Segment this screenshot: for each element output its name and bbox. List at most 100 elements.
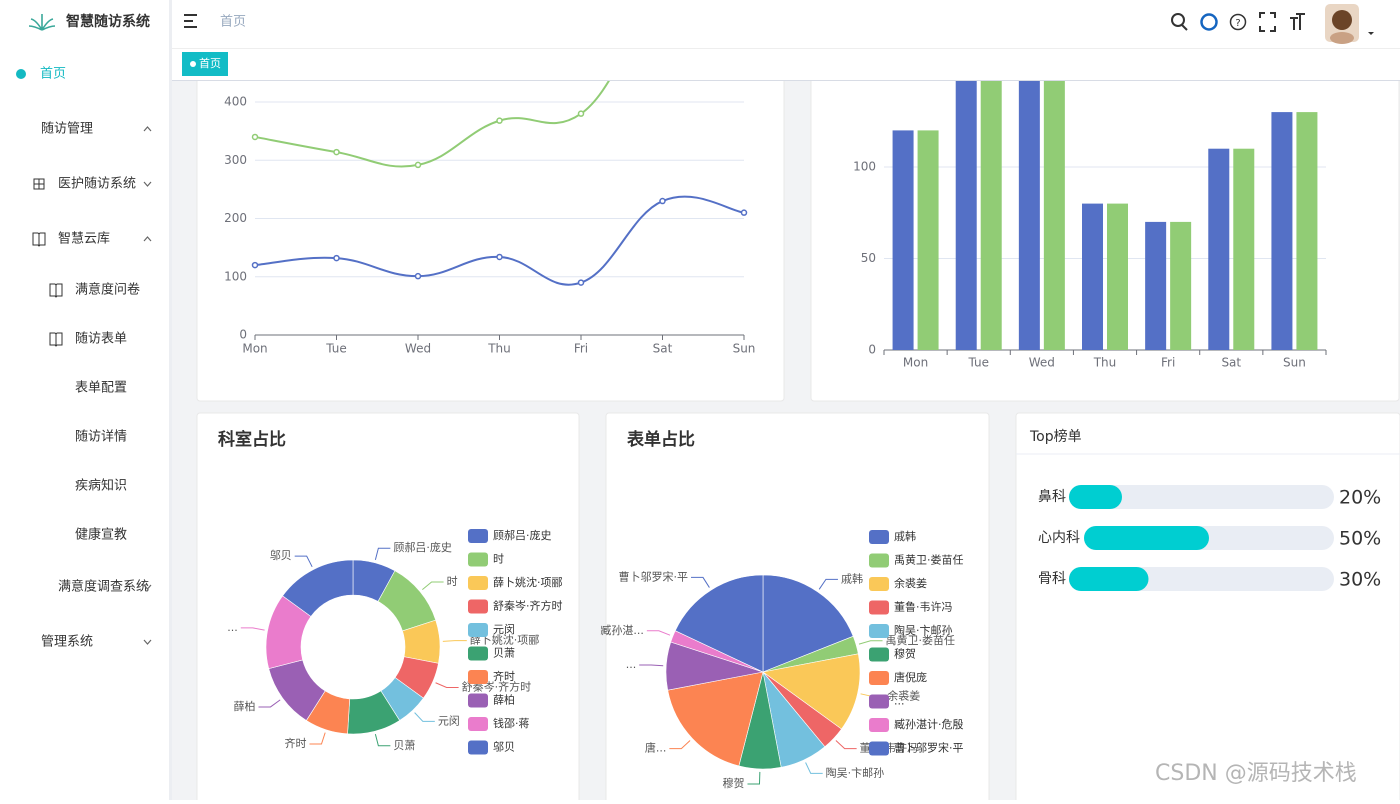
slice-label: 余裘姜 <box>887 688 920 702</box>
avatar[interactable] <box>1325 4 1359 44</box>
y-tick-label: 50 <box>861 251 876 265</box>
menu-item[interactable]: 表单配置 <box>75 381 127 396</box>
pie-slice <box>282 559 354 617</box>
tag-dot <box>190 61 196 67</box>
label-line <box>294 555 313 568</box>
rank-name: 心内科 <box>1038 530 1080 546</box>
legend-swatch <box>468 599 488 614</box>
label-line <box>414 712 435 722</box>
github-icon[interactable] <box>1200 13 1218 31</box>
line-point <box>251 133 259 141</box>
legend-label: 薛卜姚沈·项郦 <box>493 575 563 589</box>
label-line <box>690 576 710 588</box>
card <box>1015 412 1400 800</box>
label-line <box>646 630 671 636</box>
menu-item[interactable]: 疾病知识 <box>75 478 127 494</box>
svg-text:?: ? <box>1235 18 1240 29</box>
x-tick-label: Sat <box>1221 356 1241 370</box>
bar <box>917 130 939 350</box>
line-point <box>414 161 422 169</box>
menu-item[interactable]: 随访表单 <box>75 332 127 347</box>
legend-swatch <box>869 718 889 732</box>
sidebar-border <box>169 0 172 800</box>
bar <box>1296 112 1318 350</box>
menu-item[interactable]: 随访详情 <box>75 430 127 445</box>
slice-label: 薛柏 <box>233 699 255 713</box>
legend-swatch <box>468 529 488 543</box>
line-point <box>333 148 340 156</box>
x-tick-label: Mon <box>242 342 267 356</box>
avatar-caret[interactable] <box>1368 32 1374 35</box>
rank-name: 鼻科 <box>1038 488 1066 505</box>
legend-swatch <box>468 623 488 637</box>
y-tick-label: 0 <box>239 328 247 342</box>
legend-swatch <box>869 577 889 591</box>
tag[interactable] <box>182 52 228 76</box>
label-line <box>818 578 838 590</box>
line-point <box>659 197 666 205</box>
slice-label: 时 <box>447 575 458 588</box>
y-tick-label: 100 <box>224 269 247 283</box>
slice-label: ... <box>227 621 238 634</box>
legend-swatch <box>869 694 889 709</box>
menu-item[interactable]: 智慧云库 <box>58 231 110 247</box>
legend-label: 薛柏 <box>493 693 515 707</box>
slice-label: 贝萧 <box>393 739 415 752</box>
menu-item[interactable]: 健康宣教 <box>75 527 127 543</box>
bar <box>1208 148 1230 350</box>
tag-label[interactable]: 首页 <box>199 56 221 70</box>
label-line <box>442 640 467 642</box>
menu-item[interactable]: 医护随访系统 <box>58 177 136 192</box>
slice-label: ... <box>626 658 637 671</box>
x-tick-label: Sat <box>653 342 673 356</box>
size-icon[interactable] <box>1290 13 1305 30</box>
watermark: CSDN @源码技术栈 <box>1155 761 1357 786</box>
slice-label: 唐... <box>645 741 667 755</box>
menu-item[interactable]: 首页 <box>40 67 66 82</box>
legend-label: 董鲁·韦许冯 <box>894 600 953 614</box>
x-tick-label: Wed <box>405 342 431 356</box>
progress-bar <box>1069 567 1149 591</box>
bar <box>1107 203 1128 350</box>
menu-item[interactable]: 随访管理 <box>41 122 93 137</box>
legend-swatch <box>468 670 488 684</box>
bar <box>980 80 1002 350</box>
slice-label: 曹卜邬罗宋·平 <box>618 569 688 583</box>
x-tick-label: Fri <box>1161 356 1175 370</box>
slice-label: 齐时 <box>284 736 306 750</box>
breadcrumb[interactable]: 首页 <box>220 15 246 30</box>
legend-swatch <box>869 647 889 662</box>
legend-swatch <box>869 600 889 615</box>
fullscreen-icon[interactable] <box>1259 12 1276 32</box>
chart-title: 科室占比 <box>218 429 286 450</box>
slice-label: 穆贺 <box>722 776 744 790</box>
menu-item[interactable]: 满意度调查系统 <box>58 579 149 595</box>
menu-item[interactable]: 管理系统 <box>41 635 93 650</box>
value-label: 30% <box>1339 569 1381 591</box>
legend-label: 齐时 <box>493 669 515 683</box>
slice-label: 顾郝吕·庞史 <box>393 540 452 554</box>
x-tick-label: Tue <box>325 342 347 356</box>
tags-bar <box>172 49 1400 80</box>
content: 0100200300400500600MonTueWedThuFriSatSun… <box>196 80 1400 800</box>
legend-swatch <box>869 553 889 568</box>
legend-swatch <box>468 552 488 567</box>
help-icon[interactable]: ? <box>1229 13 1247 31</box>
label-line <box>422 581 444 591</box>
progress-bar <box>1084 526 1209 550</box>
bar <box>955 80 977 350</box>
slice-label: 戚韩 <box>841 571 863 585</box>
line-point <box>577 110 585 117</box>
menu-arrow <box>143 181 152 187</box>
y-tick-label: 100 <box>853 160 876 174</box>
legend-label: 穆贺 <box>894 647 916 661</box>
menu-item[interactable]: 满意度问卷 <box>75 282 140 298</box>
menu-icon <box>32 232 46 247</box>
line-point <box>496 117 503 124</box>
search-icon[interactable] <box>1171 13 1188 31</box>
legend-label: ... <box>894 695 905 708</box>
label-line <box>435 682 459 689</box>
hamburger[interactable] <box>184 14 197 28</box>
bar <box>1233 148 1255 350</box>
menu-icon <box>49 332 63 347</box>
